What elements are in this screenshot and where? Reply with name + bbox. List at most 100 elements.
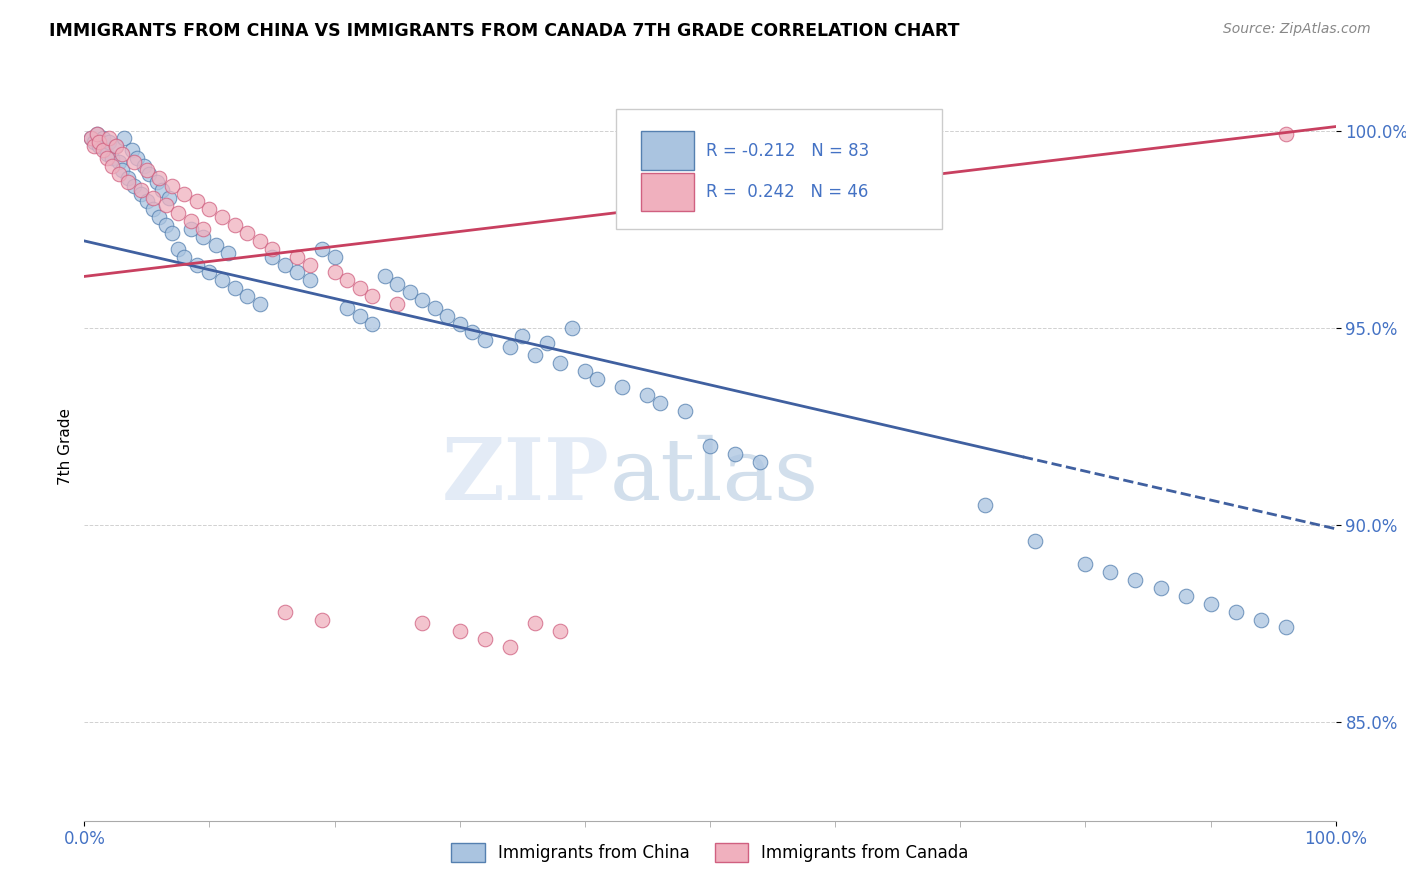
Point (155, 218, 177, 232)
Point (198, 202, 221, 217)
Point (129, 186, 152, 201)
Point (749, 455, 772, 469)
Point (211, 211, 233, 225)
Point (96, 147, 118, 161)
Point (974, 498, 997, 512)
Point (512, 328, 534, 343)
Point (173, 250, 195, 264)
Point (724, 447, 747, 461)
Point (612, 380, 634, 394)
Point (204, 238, 226, 252)
Point (98, 131, 121, 145)
Point (211, 273, 233, 287)
Point (186, 258, 208, 272)
Point (411, 616, 433, 631)
Point (1250, 613, 1272, 627)
Point (83, 139, 105, 153)
Point (79, 131, 101, 145)
Point (193, 230, 215, 244)
Point (138, 167, 160, 181)
Point (117, 175, 139, 189)
Point (1074, 558, 1097, 572)
Point (142, 190, 165, 204)
Point (574, 364, 596, 378)
Point (1274, 128, 1296, 142)
Point (136, 163, 159, 178)
Point (146, 175, 169, 189)
Point (349, 281, 371, 295)
Point (117, 170, 139, 185)
Point (101, 159, 124, 173)
Point (1199, 597, 1222, 611)
Point (449, 317, 471, 331)
Point (1099, 565, 1122, 579)
Text: Source: ZipAtlas.com: Source: ZipAtlas.com (1223, 22, 1371, 37)
Point (285, 265, 308, 279)
Point (1225, 605, 1247, 619)
Point (134, 159, 156, 173)
Point (423, 301, 446, 315)
Point (648, 395, 671, 409)
Point (96, 151, 118, 165)
Point (262, 250, 284, 264)
Point (673, 403, 696, 417)
Point (411, 293, 433, 307)
Point (129, 183, 152, 197)
Point (224, 281, 246, 295)
Point (89, 136, 111, 150)
Point (561, 320, 583, 334)
Point (198, 265, 221, 279)
Point (186, 194, 208, 209)
Point (111, 147, 134, 161)
Point (474, 333, 496, 347)
Point (449, 624, 471, 639)
Point (108, 155, 131, 169)
Point (148, 211, 170, 225)
Point (125, 151, 148, 165)
Point (167, 206, 190, 220)
Point (148, 170, 170, 185)
Point (273, 605, 295, 619)
Point (298, 273, 321, 287)
Point (160, 178, 183, 193)
Point (1274, 620, 1296, 634)
Point (124, 155, 146, 169)
Point (523, 616, 546, 631)
Point (586, 372, 609, 386)
Point (89, 139, 111, 153)
Point (311, 242, 333, 256)
Point (249, 234, 271, 248)
Point (150, 183, 173, 197)
Point (193, 222, 215, 236)
Point (461, 325, 484, 339)
Point (548, 356, 571, 370)
Point (98, 136, 121, 150)
Point (323, 250, 346, 264)
Point (285, 250, 308, 264)
Point (1024, 533, 1046, 548)
Point (180, 222, 202, 236)
Point (79, 131, 101, 145)
Point (86, 128, 108, 142)
FancyBboxPatch shape (641, 131, 693, 170)
Point (91, 143, 114, 157)
Text: atlas: atlas (610, 434, 820, 517)
Point (104, 139, 127, 153)
Point (349, 309, 371, 323)
Point (374, 269, 396, 284)
FancyBboxPatch shape (641, 172, 693, 211)
Point (548, 624, 571, 639)
Point (1125, 573, 1147, 587)
Point (236, 226, 259, 240)
Point (499, 640, 522, 654)
Point (167, 242, 190, 256)
Point (436, 309, 458, 323)
Point (499, 340, 522, 354)
Point (173, 186, 195, 201)
Point (180, 214, 202, 228)
Point (474, 632, 496, 647)
Point (217, 245, 239, 260)
Point (86, 128, 108, 142)
Point (124, 178, 146, 193)
Point (536, 336, 558, 351)
